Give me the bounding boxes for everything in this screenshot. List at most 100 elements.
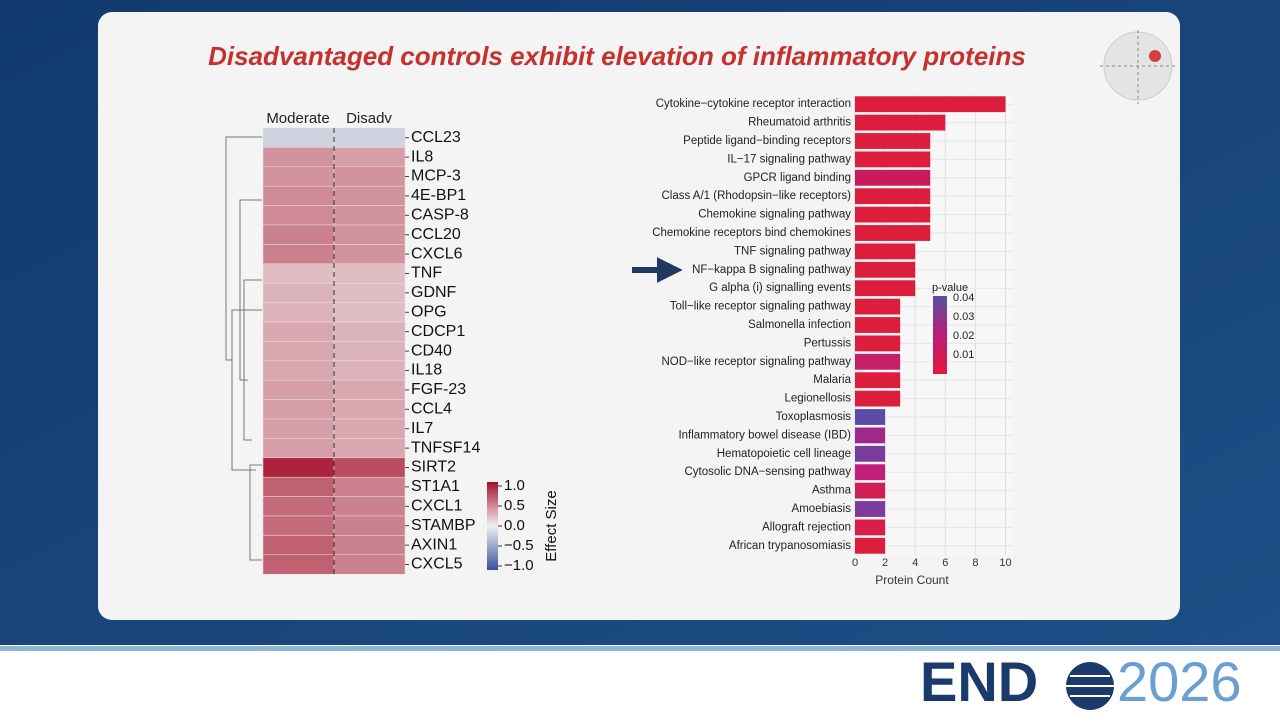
logo-left: END: [920, 650, 1038, 713]
bar: [855, 133, 931, 149]
x-tick-label: 6: [942, 557, 948, 569]
bar: [855, 353, 901, 370]
colorbar-tick-label: 1.0: [504, 477, 525, 494]
footer-line: [0, 646, 1280, 651]
column-label: Disadv: [346, 110, 392, 127]
bar: [855, 501, 886, 517]
colorbar-tick-label: 0.03: [953, 311, 974, 323]
y-tick-label: Rheumatoid arthritis: [748, 117, 851, 129]
heat-cell: [333, 554, 406, 575]
bar: [855, 372, 901, 389]
colorbar-title: p-value: [932, 282, 968, 294]
heat-cell: [333, 360, 406, 381]
bar: [855, 225, 931, 241]
colorbar: [933, 296, 947, 374]
bar: [855, 298, 901, 315]
x-tick-label: 2: [882, 557, 888, 569]
y-tick-label: Malaria: [813, 374, 851, 386]
row-label: AXIN1: [411, 536, 457, 553]
row-label: CD40: [411, 342, 452, 359]
bar: [855, 206, 931, 223]
heat-cell: [333, 263, 406, 284]
bar: [855, 482, 886, 499]
y-tick-label: Legionellosis: [785, 393, 852, 405]
colorbar-tick-label: 0.04: [953, 292, 974, 304]
y-tick-label: Salmonella infection: [748, 319, 851, 331]
y-tick-label: Inflammatory bowel disease (IBD): [678, 429, 851, 441]
heat-cell: [262, 166, 335, 187]
colorbar-tick-label: −0.5: [504, 537, 534, 554]
bar: [855, 188, 931, 205]
x-tick-label: 0: [852, 557, 858, 569]
y-tick-label: Chemokine signaling pathway: [698, 209, 851, 221]
arrow-annotation: [632, 257, 683, 283]
colorbar-tick-label: 0.01: [953, 349, 974, 361]
y-tick-label: Chemokine receptors bind chemokines: [652, 227, 851, 239]
heat-cell: [333, 205, 406, 226]
row-label: CCL20: [411, 226, 461, 243]
heat-cell: [333, 321, 406, 342]
bar: [855, 317, 901, 333]
heat-cell: [333, 535, 406, 556]
y-tick-label: Allograft rejection: [762, 521, 851, 533]
row-label: TNFSF14: [411, 439, 480, 456]
x-tick-label: 10: [999, 557, 1011, 569]
y-tick-label: Class A/1 (Rhodopsin−like receptors): [661, 190, 851, 202]
heat-cell: [333, 457, 406, 478]
colorbar: [487, 482, 498, 570]
heat-cell: [262, 360, 335, 381]
y-tick-label: Amoebiasis: [792, 503, 852, 515]
y-tick-label: Cytokine−cytokine receptor interaction: [656, 98, 851, 110]
heat-cell: [333, 127, 406, 148]
bar: [855, 445, 886, 462]
logo-right: 2026: [1117, 650, 1242, 713]
y-tick-label: NOD−like receptor signaling pathway: [661, 356, 851, 368]
x-tick-label: 4: [912, 557, 918, 569]
heat-cell: [262, 341, 335, 362]
heat-cell: [262, 185, 335, 206]
heat-cell: [262, 147, 335, 168]
slide-title: Disadvantaged controls exhibit elevation…: [208, 41, 1026, 71]
row-label: FGF-23: [411, 381, 466, 398]
bar: [855, 261, 916, 278]
colorbar-tick-label: 0.0: [504, 517, 525, 534]
heat-cell: [262, 127, 335, 148]
row-label: SIRT2: [411, 459, 456, 476]
heat-cell: [262, 302, 335, 323]
heat-cell: [333, 244, 406, 265]
heat-cell: [333, 496, 406, 517]
heat-cell: [262, 321, 335, 342]
heat-cell: [262, 535, 335, 556]
heat-cell: [333, 476, 406, 497]
heat-cell: [333, 341, 406, 362]
bar: [855, 280, 916, 297]
heat-cell: [333, 399, 406, 420]
y-tick-label: Peptide ligand−binding receptors: [683, 135, 851, 147]
heat-cell: [262, 496, 335, 517]
content-panel: [98, 12, 1180, 620]
heat-cell: [333, 302, 406, 323]
bar: [855, 114, 946, 131]
logo-globe-lines: [1066, 675, 1114, 697]
y-tick-label: Cytosolic DNA−sensing pathway: [684, 466, 851, 478]
heat-cell: [333, 515, 406, 536]
colorbar-tick-label: −1.0: [504, 557, 534, 574]
y-tick-label: NF−kappa B signaling pathway: [692, 264, 851, 276]
row-label: 4E-BP1: [411, 187, 466, 204]
y-tick-label: G alpha (i) signalling events: [709, 282, 851, 294]
heat-cell: [262, 554, 335, 575]
logo: END 2026: [920, 650, 1242, 713]
bar: [855, 427, 886, 444]
heat-cell: [262, 457, 335, 478]
bar: [855, 537, 886, 554]
heat-cell: [262, 282, 335, 303]
heat-cell: [262, 515, 335, 536]
y-tick-label: IL−17 signaling pathway: [727, 153, 851, 165]
bar: [855, 335, 901, 352]
bar: [855, 464, 886, 481]
y-tick-label: Asthma: [812, 485, 852, 497]
heat-cell: [262, 379, 335, 400]
row-label: CASP-8: [411, 207, 469, 224]
bar: [855, 151, 931, 168]
